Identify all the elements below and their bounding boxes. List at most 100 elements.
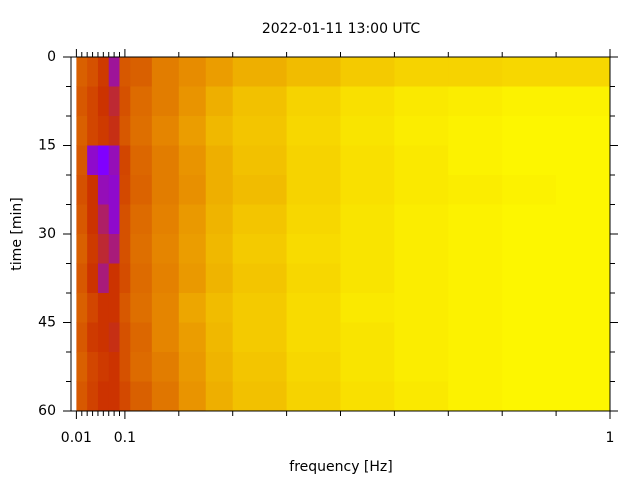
heatmap-cell — [178, 57, 207, 87]
heatmap-cell — [556, 57, 611, 87]
heatmap-cell — [130, 116, 153, 146]
heatmap-cell — [394, 381, 449, 412]
heatmap-cell — [556, 322, 611, 353]
heatmap-cell — [108, 293, 121, 323]
heatmap-cell — [151, 352, 180, 382]
heatmap-cell — [119, 86, 131, 117]
heatmap-cell — [232, 381, 288, 412]
heatmap-cell — [76, 204, 88, 235]
heatmap-cell — [556, 175, 611, 205]
heatmap-cell — [232, 293, 288, 323]
heatmap-cell — [97, 263, 110, 294]
heatmap-cell — [76, 145, 88, 176]
heatmap-cell — [97, 204, 110, 235]
heatmap-cell — [448, 263, 503, 294]
heatmap-cell — [151, 263, 180, 294]
heatmap-cell — [130, 204, 153, 235]
heatmap-cell — [178, 381, 207, 412]
heatmap-cell — [97, 175, 110, 205]
chart-title: 2022-01-11 13:00 UTC — [262, 21, 421, 37]
heatmap-cell — [151, 234, 180, 264]
heatmap-cell — [556, 352, 611, 382]
heatmap-cell — [502, 293, 557, 323]
heatmap-cell — [394, 234, 449, 264]
heatmap-cell — [205, 293, 234, 323]
heatmap-cell — [556, 234, 611, 264]
heatmap-cell — [340, 352, 395, 382]
heatmap-cell — [502, 57, 557, 87]
heatmap-cell — [394, 116, 449, 146]
heatmap-cell — [151, 116, 180, 146]
heatmap-cell — [178, 293, 207, 323]
heatmap-cell — [502, 86, 557, 117]
heatmap-cell — [97, 293, 110, 323]
heatmap-cell — [108, 57, 121, 87]
heatmap-cell — [394, 145, 449, 176]
heatmap-cell — [340, 57, 395, 87]
x-tick-label: 0.1 — [114, 430, 136, 446]
heatmap-cell — [394, 293, 449, 323]
heatmap-cell — [205, 86, 234, 117]
heatmap-cell — [205, 381, 234, 412]
heatmap-cell — [87, 57, 99, 87]
heatmap-cell — [97, 86, 110, 117]
heatmap-cell — [232, 175, 288, 205]
y-tick-label: 0 — [47, 49, 56, 65]
heatmap-cell — [448, 175, 503, 205]
heatmap-cell — [232, 352, 288, 382]
heatmap-cell — [448, 293, 503, 323]
heatmap-cell — [502, 234, 557, 264]
heatmap-cell — [130, 145, 153, 176]
heatmap-cell — [448, 322, 503, 353]
heatmap-cell — [286, 263, 341, 294]
heatmap-cell — [232, 322, 288, 353]
heatmap-cell — [556, 381, 611, 412]
heatmap-cell — [205, 57, 234, 87]
heatmap — [76, 57, 611, 412]
heatmap-cell — [205, 145, 234, 176]
heatmap-cell — [286, 293, 341, 323]
heatmap-cell — [97, 116, 110, 146]
heatmap-cell — [205, 204, 234, 235]
heatmap-cell — [130, 381, 153, 412]
heatmap-cell — [556, 145, 611, 176]
heatmap-cell — [178, 263, 207, 294]
heatmap-cell — [556, 204, 611, 235]
heatmap-cell — [97, 234, 110, 264]
heatmap-cell — [76, 263, 88, 294]
heatmap-cell — [130, 352, 153, 382]
heatmap-cell — [151, 381, 180, 412]
heatmap-cell — [502, 322, 557, 353]
heatmap-cell — [448, 86, 503, 117]
axes: 0.01 0.1 1 0 15 30 45 60 — [38, 49, 618, 446]
heatmap-cell — [448, 204, 503, 235]
heatmap-cell — [87, 145, 99, 176]
heatmap-cell — [119, 322, 131, 353]
heatmap-cell — [130, 57, 153, 87]
heatmap-cell — [151, 204, 180, 235]
heatmap-cell — [151, 57, 180, 87]
heatmap-cell — [286, 204, 341, 235]
heatmap-cell — [119, 352, 131, 382]
x-axis-label: frequency [Hz] — [289, 459, 392, 475]
heatmap-cell — [340, 86, 395, 117]
heatmap-cell — [108, 234, 121, 264]
heatmap-cell — [205, 234, 234, 264]
heatmap-cell — [286, 352, 341, 382]
heatmap-cell — [108, 175, 121, 205]
heatmap-cell — [151, 293, 180, 323]
heatmap-cell — [286, 234, 341, 264]
heatmap-cell — [178, 116, 207, 146]
heatmap-cell — [286, 322, 341, 353]
heatmap-cell — [502, 204, 557, 235]
heatmap-cell — [76, 234, 88, 264]
heatmap-cell — [76, 352, 88, 382]
heatmap-cell — [130, 322, 153, 353]
heatmap-cell — [119, 57, 131, 87]
heatmap-cell — [340, 322, 395, 353]
heatmap-cell — [108, 263, 121, 294]
heatmap-cell — [76, 293, 88, 323]
heatmap-cell — [340, 381, 395, 412]
heatmap-cell — [394, 263, 449, 294]
